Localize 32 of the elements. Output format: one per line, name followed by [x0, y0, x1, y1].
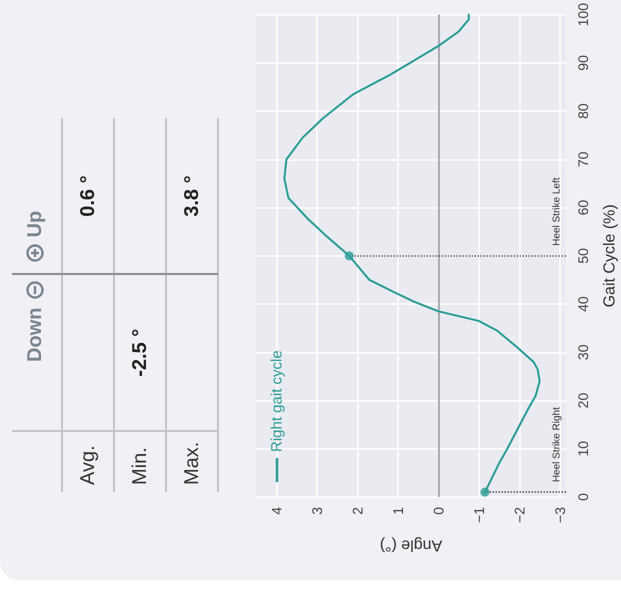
x-tick-label: 2: [349, 506, 366, 515]
y-tick-label: 60: [575, 200, 591, 216]
text: 0.6 °: [77, 175, 99, 217]
y-tick-label: 30: [575, 344, 591, 360]
ref-line-label: Heel Strike Left: [552, 177, 562, 246]
y-tick-label: 0: [575, 492, 591, 501]
x-tick-label: 0: [430, 506, 446, 515]
x-axis-title: Angle (°): [380, 536, 442, 554]
y-tick-label: 90: [575, 54, 591, 71]
x-tick-label: 3: [308, 506, 325, 515]
y-tick-label: 40: [575, 296, 591, 312]
y-axis-title: Gait Cycle (%): [602, 204, 618, 308]
y-tick-label: 10: [575, 440, 591, 457]
category-label: Max.: [180, 442, 204, 485]
y-tick-label: 70: [575, 151, 591, 168]
y-tick-label: 20: [575, 392, 591, 408]
category-label: Min.: [128, 447, 152, 485]
text: -2.5 °: [129, 328, 151, 377]
text: Down: [23, 308, 47, 362]
x-tick-label: −3: [552, 506, 568, 523]
x-tick-label: −2: [511, 506, 528, 523]
text: Up: [23, 210, 47, 238]
x-tick-label: 1: [390, 506, 406, 515]
text: 3.8 °: [181, 175, 203, 217]
ref-line-label: Heel Strike Right: [552, 406, 562, 482]
x-tick-label: 4: [268, 506, 284, 515]
y-tick-label: 100: [575, 2, 591, 26]
y-tick-label: 50: [575, 248, 591, 264]
x-tick-label: −1: [470, 506, 487, 523]
category-label: Avg.: [76, 445, 100, 485]
y-tick-label: 80: [575, 103, 591, 119]
text: Right gait cycle: [268, 350, 286, 452]
